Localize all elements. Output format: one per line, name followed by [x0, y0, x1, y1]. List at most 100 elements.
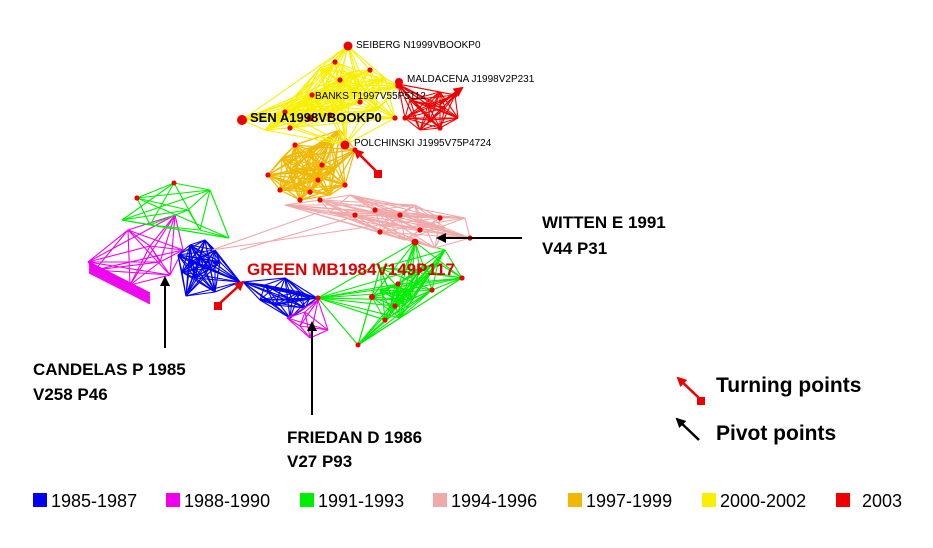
edge-1985-1987 [185, 281, 241, 297]
edge-1985-1987 [181, 261, 221, 273]
legend-label-1997-1999: 1997-1999 [586, 491, 672, 511]
network-node [395, 281, 401, 287]
edge-1997-1999 [299, 194, 331, 201]
edge-1991-1993 [317, 241, 416, 299]
edge-1985-1987 [242, 281, 261, 301]
edge-2000-2002 [347, 45, 371, 71]
node-witten [411, 238, 419, 246]
edge-2003 [404, 99, 411, 119]
edge-2003 [419, 104, 429, 131]
edge-2000-2002 [324, 77, 386, 89]
edge-2003 [397, 83, 441, 93]
node-maldacena [395, 78, 403, 86]
edge-1988-1990 [94, 229, 129, 271]
edge-1988-1990 [88, 268, 151, 301]
annotation-friedan-line2: V27 P93 [287, 452, 352, 471]
edge-1988-1990 [87, 245, 151, 263]
edge-1994-1996 [374, 204, 416, 211]
edge-2000-2002 [241, 71, 353, 121]
edge-1988-1990 [299, 311, 306, 327]
network-node [342, 182, 348, 188]
edge-1988-1990 [286, 299, 319, 319]
edge-1985-1987 [242, 277, 286, 283]
network-node [372, 207, 378, 213]
edge-1991-1993 [379, 249, 446, 269]
edge-1994-1996 [319, 199, 331, 213]
edge-2000-2002 [284, 61, 336, 113]
network-node [392, 303, 398, 309]
edge-1988-1990 [286, 311, 306, 319]
edge-1994-1996 [414, 204, 446, 229]
edge-2000-2002 [369, 69, 379, 111]
edge-2000-2002 [344, 69, 371, 109]
edge-1991-1993 [199, 189, 211, 231]
edge-1991-1993 [121, 209, 189, 221]
edge-2000-2002 [329, 114, 396, 119]
label-green: GREEN MB1984V149P117 [247, 260, 455, 279]
network-node [282, 109, 288, 115]
edge-1997-1999 [304, 149, 356, 173]
edge-1991-1993 [121, 219, 151, 226]
edge-1988-1990 [127, 229, 171, 276]
legend-label-1991-1993: 1991-1993 [318, 491, 404, 511]
network-node [352, 212, 358, 218]
network-node [171, 180, 177, 186]
edge-1994-1996 [414, 204, 441, 219]
edge-1985-1987 [259, 277, 286, 301]
annotation-candelas-line2: V258 P46 [33, 385, 108, 404]
edge-1997-1999 [279, 167, 336, 191]
network-node [429, 287, 435, 293]
edge-1988-1990 [286, 317, 301, 327]
edge-1997-1999 [281, 144, 296, 159]
edge-1985-1987 [284, 277, 311, 299]
legend-swatch-1985-1987 [33, 493, 47, 507]
edge-1985-1987 [181, 271, 187, 297]
edge-1985-1987 [259, 284, 266, 301]
edge-1988-1990 [94, 261, 161, 271]
edge-1994-1996 [379, 217, 466, 233]
edge-2003 [404, 117, 421, 131]
legend-label-1988-1990: 1988-1990 [184, 491, 270, 511]
network-node [265, 172, 271, 178]
legend-swatch-2003 [836, 493, 850, 507]
edge-1985-1987 [264, 284, 291, 319]
edge-2003 [439, 117, 459, 129]
label-banks: BANKS T1997V55P5112 [315, 91, 426, 102]
key-pivot-label: Pivot points [716, 422, 836, 445]
edge-1991-1993 [357, 289, 433, 346]
edge-2003 [427, 91, 441, 106]
edge-2003 [439, 91, 459, 119]
edge-1985-1987 [181, 271, 241, 283]
edge-1985-1987 [189, 239, 206, 263]
edge-2000-2002 [359, 85, 399, 103]
edge-2000-2002 [264, 117, 396, 131]
edge-2000-2002 [369, 69, 396, 119]
edge-1991-1993 [317, 297, 359, 346]
edge-1988-1990 [317, 299, 329, 331]
edge-1991-1993 [389, 284, 396, 309]
edge-2000-2002 [319, 67, 399, 87]
network-node [369, 294, 375, 300]
edge-2000-2002 [309, 117, 396, 121]
edge-1991-1993 [357, 299, 411, 346]
year-legend: 1985-1987 1988-1990 1991-1993 1994-1996 1997… [33, 491, 902, 511]
edge-2000-2002 [344, 101, 361, 109]
edge-1994-1996 [404, 229, 421, 241]
network-node [309, 92, 315, 98]
edge-2000-2002 [241, 85, 399, 121]
edge-1988-1990 [88, 271, 151, 304]
network-node [292, 142, 298, 148]
legend-swatch-1991-1993 [300, 493, 314, 507]
edge-1991-1993 [187, 209, 201, 231]
edge-1985-1987 [284, 277, 318, 299]
edge-1988-1990 [87, 214, 176, 263]
node-seiberg [343, 41, 353, 51]
edge-1994-1996 [319, 194, 351, 201]
edge-1991-1993 [371, 296, 386, 321]
edge-1994-1996 [329, 211, 421, 231]
edge-1991-1993 [136, 189, 211, 199]
edge-1988-1990 [169, 214, 176, 276]
edge-1994-1996 [379, 224, 471, 239]
edge-1985-1987 [185, 261, 221, 297]
edge-1997-1999 [281, 157, 296, 189]
